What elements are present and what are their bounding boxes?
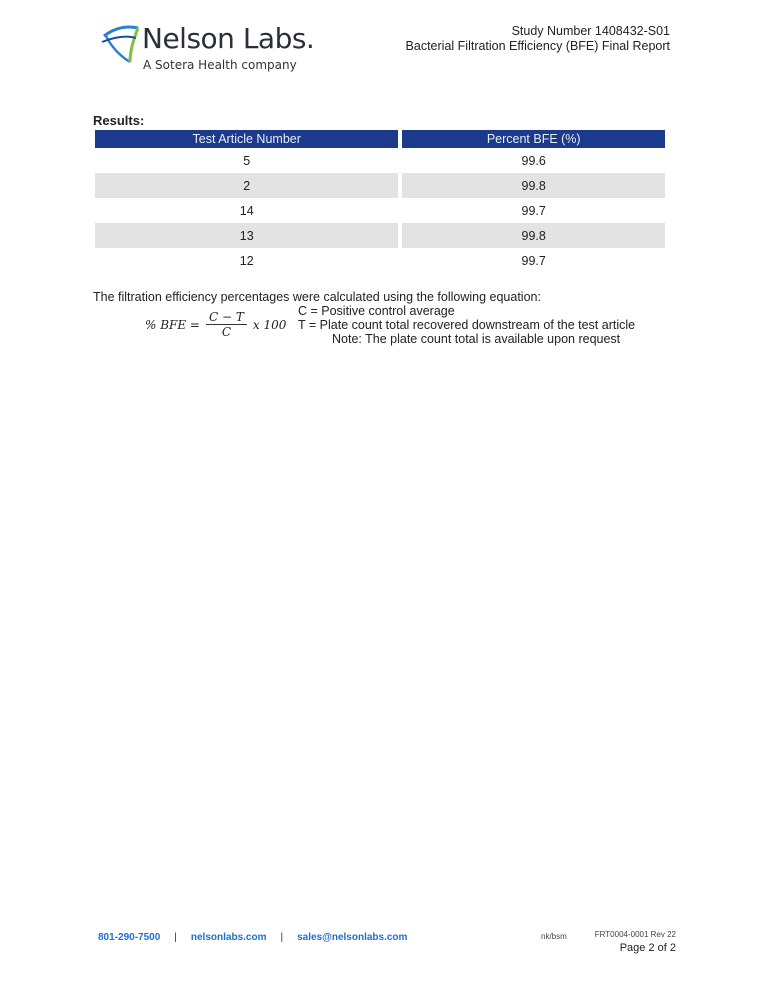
report-title: Bacterial Filtration Efficiency (BFE) Fi… (405, 39, 670, 53)
equation-definitions: C = Positive control average T = Plate c… (298, 304, 635, 346)
study-number: Study Number 1408432-S01 (511, 24, 670, 38)
test-article-cell: 5 (243, 153, 251, 168)
definition-note: Note: The plate count total is available… (332, 332, 621, 346)
test-article-cell: 13 (95, 223, 399, 248)
logo-text: Nelson Labs. (142, 22, 315, 55)
bfe-cell: 99.7 (521, 253, 546, 268)
form-number: FRT0004-0001 Rev 22 (594, 930, 676, 939)
test-article-cell: 12 (239, 253, 254, 268)
test-article-cell: 14 (239, 203, 254, 218)
numerator: C − T (206, 310, 247, 325)
footer-contacts: 801-290-7500 | nelsonlabs.com | sales@nelson… (98, 932, 407, 943)
results-table: Test Article Number Percent BFE (%) 5 99.… (91, 130, 669, 273)
formula-lhs: % BFE = (145, 317, 200, 332)
table-row: 14 99.7 (95, 198, 665, 223)
separator: | (280, 932, 284, 943)
table-row: 2 99.8 (95, 173, 665, 198)
form-info: FRT0004-0001 Rev 22 Page 2 of 2 (595, 930, 676, 954)
website-link[interactable]: nelsonlabs.com (190, 932, 267, 943)
report-header: Study Number 1408432-S01 Bacterial Filtr… (406, 24, 670, 54)
table-row: 13 99.8 (95, 223, 665, 248)
page-number: Page 2 of 2 (619, 942, 676, 954)
bfe-cell: 99.8 (402, 223, 665, 248)
email-link[interactable]: sales@nelsonlabs.com (297, 932, 408, 943)
initials: nk/bsm (541, 932, 567, 941)
results-heading: Results: (93, 113, 145, 128)
bfe-cell: 99.7 (521, 203, 546, 218)
bfe-cell: 99.6 (521, 153, 546, 168)
equation-intro: The filtration efficiency percentages we… (93, 290, 541, 304)
formula-rhs: x 100 (252, 317, 287, 332)
logo-tagline: A Sotera Health company (143, 58, 297, 72)
test-article-cell: 2 (95, 173, 399, 198)
phone-number[interactable]: 801-290-7500 (98, 932, 161, 943)
table-row: 12 99.7 (95, 248, 665, 273)
nelson-labs-logo-icon (101, 25, 140, 64)
denominator: C (221, 325, 232, 339)
column-header: Test Article Number (95, 130, 399, 148)
bfe-cell: 99.8 (402, 173, 665, 198)
definition-c: C = Positive control average (298, 304, 455, 318)
column-header: Percent BFE (%) (402, 130, 665, 148)
separator: | (174, 932, 177, 943)
table-row: 5 99.6 (95, 148, 665, 173)
definition-t: T = Plate count total recovered downstre… (298, 318, 636, 332)
